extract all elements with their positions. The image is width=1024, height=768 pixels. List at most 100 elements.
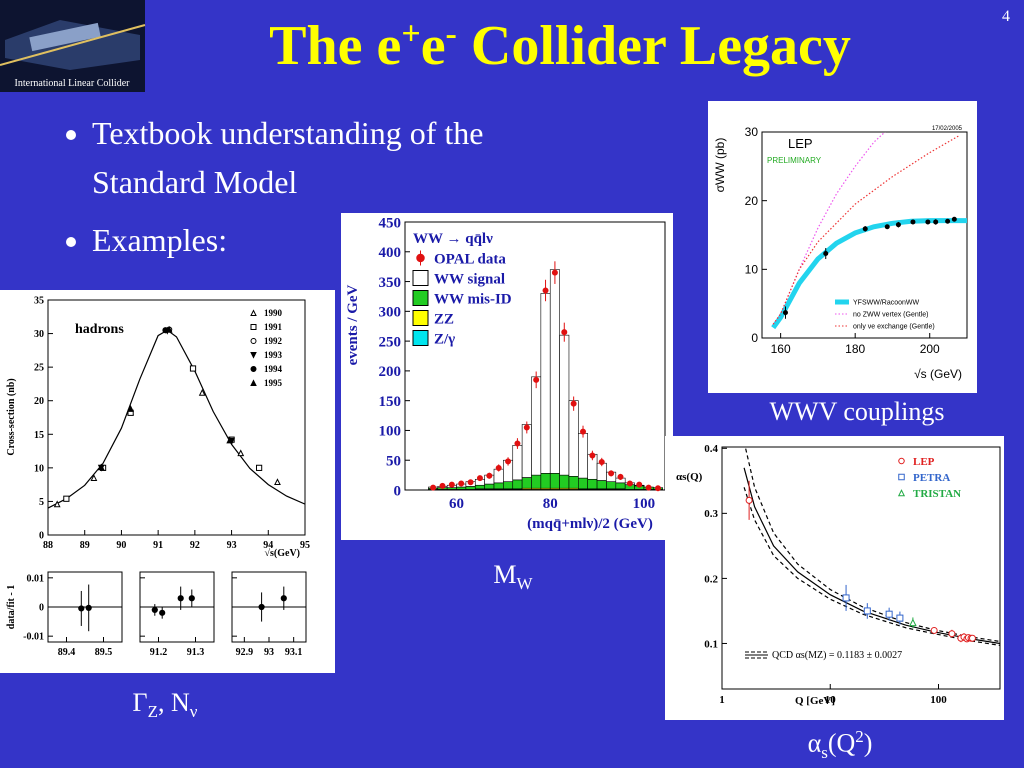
y-tick-label: 0.1 <box>704 638 718 650</box>
data-point <box>53 500 61 508</box>
x-tick-label: 180 <box>845 342 865 356</box>
legend-marker <box>250 352 257 359</box>
curve <box>772 132 886 325</box>
text-part: Z <box>147 702 158 722</box>
histogram-bar <box>559 334 570 476</box>
data-point <box>90 474 98 482</box>
x-tick-label: 160 <box>771 342 791 356</box>
x-tick-label: 92 <box>190 540 200 551</box>
x-tick-label: 80 <box>543 496 558 512</box>
data-point <box>280 595 287 602</box>
data-point <box>945 218 951 224</box>
histogram-bar <box>549 269 560 474</box>
caption: ΓZ, Nν <box>133 688 198 722</box>
script-text: + <box>401 15 420 52</box>
histogram-bar <box>559 474 570 489</box>
x-tick-label: 95 <box>300 540 310 551</box>
data-point <box>561 329 568 336</box>
legend-swatch <box>412 330 429 346</box>
text-part: Γ <box>132 687 148 717</box>
text-part: The e <box>269 15 402 77</box>
y-tick-label: 25 <box>34 363 44 374</box>
text-part: 2 <box>855 727 864 747</box>
data-point <box>523 424 530 431</box>
legend-swatch <box>412 270 429 286</box>
chart-title: LEP <box>788 136 813 151</box>
data-point <box>933 219 939 225</box>
legend-label: only νe exchange (Gentle) <box>853 323 935 330</box>
data-point <box>439 482 446 489</box>
data-point <box>782 310 788 316</box>
x-tick-label: 91.2 <box>150 647 168 658</box>
legend-label: WW mis-ID <box>434 291 512 307</box>
data-point <box>863 607 871 615</box>
x-tick-label: 1 <box>719 694 725 706</box>
page-number: 4 <box>1002 8 1010 25</box>
legend-marker <box>897 489 906 497</box>
legend-marker <box>250 324 257 330</box>
histogram-bar <box>540 473 551 489</box>
text-part: (Q <box>827 728 856 758</box>
y-tick-label: 10 <box>745 263 759 277</box>
data-point <box>198 388 206 396</box>
histogram-bar <box>521 477 532 489</box>
data-point <box>626 480 633 487</box>
y-tick-label: 200 <box>379 364 402 380</box>
y-tick-label: 250 <box>379 334 402 350</box>
histogram-bar <box>549 473 560 489</box>
data-point <box>948 630 956 638</box>
histogram-bar <box>531 376 542 476</box>
data-point <box>551 269 558 276</box>
data-point <box>127 405 135 412</box>
y-tick-label: 450 <box>379 215 402 231</box>
y-tick-label: 350 <box>379 275 402 291</box>
y-tick-label: 0 <box>39 603 44 614</box>
figure-panel <box>708 101 977 393</box>
x-tick-label: 93 <box>264 647 274 658</box>
histogram-bar <box>531 474 542 489</box>
legend-label: PETRA <box>913 472 950 484</box>
data-point <box>476 475 483 482</box>
legend-label: YFSWW/RacoonWW <box>853 299 920 306</box>
y-tick-label: 35 <box>34 296 44 307</box>
legend-label: 1991 <box>264 322 283 332</box>
data-point <box>274 478 281 486</box>
data-point <box>823 251 829 257</box>
data-point <box>580 428 587 435</box>
script-text: 2 <box>855 727 864 746</box>
text-part: + <box>401 15 421 53</box>
x-tick-label: 93.1 <box>285 647 303 658</box>
y-tick-label: 30 <box>34 329 44 340</box>
data-point <box>258 603 265 611</box>
data-point <box>495 464 502 471</box>
bullet: Textbook understanding of the Standard M… <box>92 109 492 207</box>
y-tick-label: 0 <box>751 331 758 345</box>
legend-label: 1994 <box>264 364 283 374</box>
histogram-bar <box>578 477 589 490</box>
legend-swatch <box>835 299 849 305</box>
data-point <box>842 594 850 602</box>
x-axis-label: √s (GeV) <box>914 367 962 381</box>
data-point <box>895 222 901 228</box>
data-point <box>909 618 917 627</box>
x-axis-label: √s(GeV) <box>265 548 300 559</box>
y-tick-label: 300 <box>379 305 402 321</box>
bullet-list: Textbook understanding of the Standard M… <box>55 109 492 274</box>
histogram-bar <box>456 486 467 490</box>
data-point <box>63 495 70 502</box>
data-point <box>189 365 197 372</box>
x-tick-label: 89.5 <box>95 647 113 658</box>
data-point <box>533 376 540 383</box>
y-tick-label: 0.2 <box>704 573 718 585</box>
text-part: - <box>445 15 457 53</box>
logo-text: International Linear Collider <box>15 78 131 89</box>
y-axis-label: data/fit - 1 <box>6 585 17 629</box>
legend-swatch <box>412 290 429 306</box>
legend-label: TRISTAN <box>913 488 961 500</box>
histogram-bar <box>512 479 523 490</box>
data-point <box>745 496 753 504</box>
data-point <box>885 610 893 618</box>
y-tick-label: 0 <box>394 483 402 499</box>
legend-marker <box>250 338 257 344</box>
chart-date: 17/02/2005 <box>932 126 963 132</box>
